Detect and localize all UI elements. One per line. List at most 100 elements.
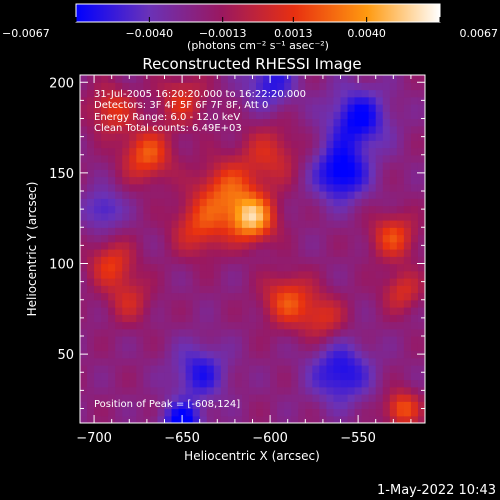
heatmap-pixel bbox=[143, 140, 152, 149]
heatmap-pixel bbox=[108, 241, 116, 250]
heatmap-pixel bbox=[129, 357, 137, 366]
heatmap-pixel bbox=[277, 176, 285, 185]
heatmap-pixel bbox=[101, 328, 109, 337]
heatmap-pixel bbox=[213, 394, 222, 402]
heatmap-pixel bbox=[115, 75, 123, 83]
heatmap-pixel bbox=[382, 292, 391, 301]
heatmap-pixel bbox=[80, 104, 88, 112]
heatmap-pixel bbox=[340, 183, 349, 192]
heatmap-pixel bbox=[101, 357, 109, 366]
heatmap-pixel bbox=[115, 386, 123, 395]
heatmap-pixel bbox=[178, 227, 187, 236]
heatmap-pixel bbox=[375, 336, 384, 344]
heatmap-pixel bbox=[270, 314, 278, 323]
heatmap-pixel bbox=[333, 270, 342, 279]
heatmap-pixel bbox=[234, 321, 243, 330]
heatmap-pixel bbox=[171, 278, 180, 286]
heatmap-pixel bbox=[277, 365, 285, 373]
heatmap-pixel bbox=[340, 154, 349, 163]
heatmap-pixel bbox=[389, 140, 398, 149]
heatmap-pixel bbox=[284, 408, 292, 417]
heatmap-pixel bbox=[263, 256, 271, 265]
heatmap-pixel bbox=[101, 234, 109, 243]
heatmap-pixel bbox=[220, 162, 229, 170]
heatmap-pixel bbox=[319, 205, 328, 214]
heatmap-pixel bbox=[410, 270, 419, 279]
heatmap-pixel bbox=[101, 118, 109, 127]
heatmap-pixel bbox=[241, 386, 250, 395]
heatmap-pixel bbox=[368, 162, 377, 170]
heatmap-pixel bbox=[171, 321, 180, 330]
heatmap-pixel bbox=[333, 133, 342, 141]
heatmap-pixel bbox=[234, 198, 243, 207]
heatmap-pixel bbox=[248, 133, 257, 141]
heatmap-pixel bbox=[122, 118, 130, 127]
heatmap-pixel bbox=[115, 299, 123, 308]
heatmap-pixel bbox=[213, 336, 222, 344]
heatmap-pixel bbox=[122, 147, 130, 156]
heatmap-pixel bbox=[129, 408, 137, 417]
heatmap-pixel bbox=[396, 154, 405, 163]
heatmap-pixel bbox=[305, 125, 313, 134]
heatmap-pixel bbox=[122, 198, 130, 207]
heatmap-pixel bbox=[115, 263, 123, 272]
heatmap-pixel bbox=[220, 386, 229, 395]
heatmap-pixel bbox=[220, 379, 229, 388]
heatmap-pixel bbox=[115, 372, 123, 381]
heatmap-pixel bbox=[227, 372, 236, 381]
heatmap-pixel bbox=[213, 350, 222, 359]
heatmap-pixel bbox=[333, 401, 342, 410]
heatmap-pixel bbox=[115, 183, 123, 192]
heatmap-pixel bbox=[192, 357, 201, 366]
heatmap-pixel bbox=[178, 133, 187, 141]
heatmap-pixel bbox=[164, 234, 173, 243]
heatmap-pixel bbox=[150, 299, 159, 308]
heatmap-pixel bbox=[234, 401, 243, 410]
heatmap-pixel bbox=[115, 191, 123, 199]
heatmap-pixel bbox=[305, 394, 313, 402]
heatmap-pixel bbox=[115, 176, 123, 185]
heatmap-pixel bbox=[87, 169, 95, 178]
heatmap-pixel bbox=[270, 256, 278, 265]
heatmap-pixel bbox=[101, 89, 109, 98]
heatmap-pixel bbox=[136, 220, 144, 228]
heatmap-pixel bbox=[108, 154, 116, 163]
heatmap-pixel bbox=[213, 241, 222, 250]
heatmap-pixel bbox=[305, 379, 313, 388]
heatmap-pixel bbox=[185, 307, 194, 315]
heatmap-pixel bbox=[361, 394, 370, 402]
heatmap-pixel bbox=[263, 212, 271, 221]
heatmap-pixel bbox=[417, 408, 425, 417]
heatmap-pixel bbox=[143, 104, 152, 112]
heatmap-pixel bbox=[403, 220, 412, 228]
heatmap-pixel bbox=[115, 336, 123, 344]
heatmap-pixel bbox=[361, 336, 370, 344]
heatmap-pixel bbox=[361, 292, 370, 301]
heatmap-pixel bbox=[213, 263, 222, 272]
heatmap-pixel bbox=[227, 241, 236, 250]
heatmap-pixel bbox=[199, 314, 208, 323]
heatmap-pixel bbox=[136, 96, 144, 105]
heatmap-pixel bbox=[171, 307, 180, 315]
heatmap-pixel bbox=[248, 343, 257, 352]
heatmap-pixel bbox=[333, 176, 342, 185]
heatmap-pixel bbox=[298, 125, 306, 134]
heatmap-pixel bbox=[94, 154, 102, 163]
heatmap-pixel bbox=[227, 408, 236, 417]
heatmap-pixel bbox=[375, 133, 384, 141]
heatmap-pixel bbox=[164, 183, 173, 192]
heatmap-pixel bbox=[270, 169, 278, 178]
heatmap-pixel bbox=[157, 285, 166, 294]
heatmap-pixel bbox=[319, 357, 328, 366]
heatmap-pixel bbox=[122, 75, 130, 83]
heatmap-pixel bbox=[340, 111, 349, 120]
heatmap-pixel bbox=[143, 234, 152, 243]
heatmap-pixel bbox=[368, 285, 377, 294]
heatmap-pixel bbox=[389, 278, 398, 286]
heatmap-pixel bbox=[206, 198, 215, 207]
heatmap-pixel bbox=[361, 96, 370, 105]
heatmap-pixel bbox=[305, 415, 313, 423]
heatmap-pixel bbox=[192, 314, 201, 323]
heatmap-pixel bbox=[354, 314, 363, 323]
x-tick-label: −600 bbox=[252, 431, 288, 446]
